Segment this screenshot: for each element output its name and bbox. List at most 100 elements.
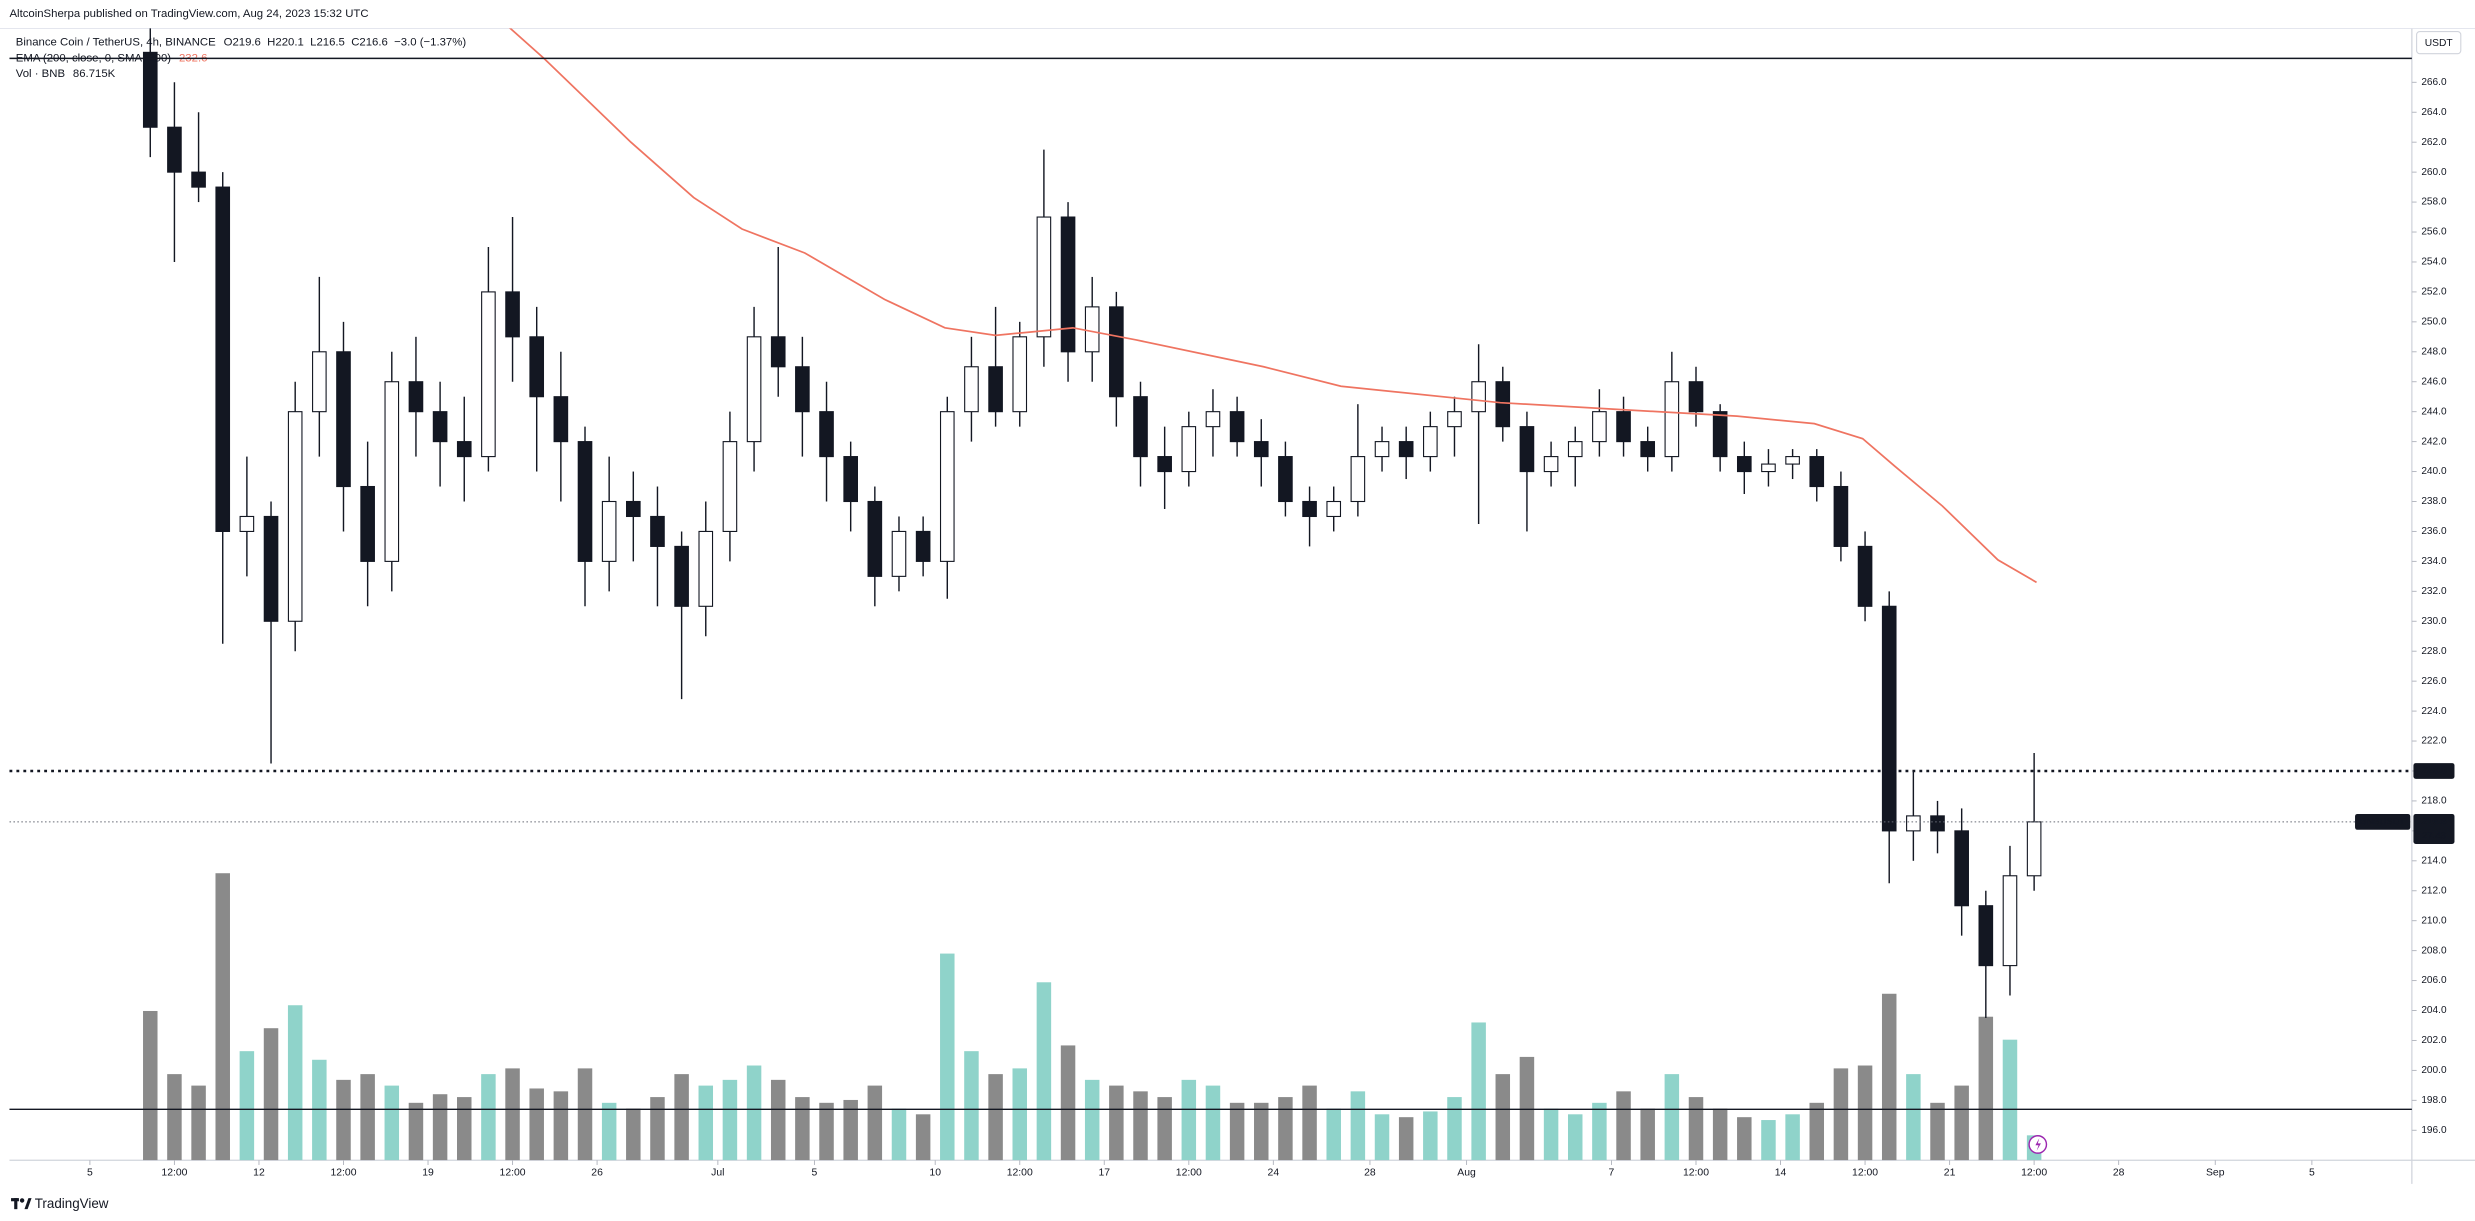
candle-body: [456, 441, 472, 458]
x-tick-label: 10: [929, 1168, 941, 1179]
candle-body: [1954, 830, 1969, 907]
volume-bar: [915, 1114, 931, 1161]
level-label-box: [2413, 763, 2455, 779]
volume-bar: [1640, 1108, 1655, 1161]
tv-logo: [11, 1198, 32, 1210]
candle-body: [360, 485, 375, 562]
volume-bar: [1664, 1074, 1680, 1161]
candle-body: [939, 411, 955, 562]
x-tick-label: 12:00: [330, 1168, 356, 1179]
candle-body: [1616, 411, 1631, 443]
volume-bar: [1954, 1085, 1969, 1161]
candle-body: [891, 530, 907, 577]
countdown-label: 27:43: [2422, 831, 2446, 842]
currency-label[interactable]: USDT: [2425, 38, 2454, 49]
volume-bar: [746, 1065, 762, 1161]
currency-box[interactable]: [2416, 31, 2462, 55]
candle-body: [1881, 605, 1897, 832]
volume-bar: [1761, 1120, 1776, 1161]
volume-bar: [1857, 1065, 1873, 1161]
volume-bar: [384, 1085, 400, 1161]
volume-bar: [1567, 1114, 1583, 1161]
y-tick-label: 228.0: [2421, 646, 2447, 657]
volume-bar: [1012, 1068, 1027, 1161]
x-tick-label: 24: [1268, 1168, 1280, 1179]
candle-body: [1543, 456, 1559, 473]
volume-bar: [1616, 1091, 1631, 1161]
candle-body: [1785, 456, 1800, 465]
x-tick-label: 17: [1098, 1168, 1110, 1179]
y-tick-label: 196.0: [2421, 1125, 2447, 1136]
candle-body: [1278, 456, 1293, 503]
candle-body: [1906, 815, 1921, 832]
candle-body: [2026, 821, 2042, 877]
y-tick-label: 230.0: [2421, 616, 2447, 627]
ohlc-value: O219.6: [224, 37, 261, 49]
candle-body: [1809, 456, 1825, 488]
volume-bar: [1060, 1045, 1076, 1161]
volume-bar: [143, 1010, 158, 1161]
candle-body: [142, 51, 158, 128]
volume-bar: [1592, 1102, 1607, 1161]
candle-body: [336, 351, 351, 488]
candle-body: [1109, 306, 1124, 398]
ohlc-value: C216.6: [351, 37, 388, 49]
x-tick-label: Aug: [1457, 1168, 1476, 1179]
volume-bar: [1809, 1102, 1825, 1161]
volume-bar: [770, 1079, 786, 1161]
volume-bar: [239, 1051, 255, 1161]
y-tick-label: 256.0: [2421, 227, 2447, 238]
volume-bar: [1133, 1091, 1148, 1161]
volume-bar: [1737, 1117, 1752, 1161]
volume-bar: [577, 1068, 593, 1161]
volume-bar: [1543, 1108, 1559, 1161]
candle-body: [287, 411, 303, 622]
candle-body: [312, 351, 327, 413]
volume-bar: [191, 1085, 206, 1161]
volume-bar: [1278, 1097, 1293, 1161]
candle-body: [1688, 381, 1704, 413]
candle-body: [263, 515, 279, 622]
candle-body: [529, 336, 545, 398]
candle-body: [698, 530, 714, 607]
volume-bar: [1350, 1091, 1366, 1161]
candle-body: [1302, 500, 1317, 518]
candle-body: [1447, 411, 1462, 428]
alert-bolt[interactable]: [2035, 1138, 2041, 1151]
candle-body: [1084, 306, 1100, 353]
candle-body: [1374, 441, 1390, 458]
candle-body: [1229, 411, 1245, 443]
candle-body: [795, 366, 810, 413]
volume-bar: [215, 873, 230, 1161]
y-tick-label: 210.0: [2421, 915, 2447, 926]
y-tick-label: 232.0: [2421, 586, 2447, 597]
candle-body: [964, 366, 979, 413]
x-tick-label: Jul: [711, 1168, 724, 1179]
candle-body: [843, 456, 858, 503]
candle-body: [674, 545, 689, 607]
candle-body: [408, 381, 424, 413]
volume-bar: [1833, 1068, 1849, 1161]
y-tick-label: 206.0: [2421, 975, 2447, 986]
volume-bar: [1471, 1022, 1486, 1161]
indicator-name: Vol · BNB: [16, 68, 65, 80]
alert-icon[interactable]: [2028, 1135, 2048, 1154]
y-tick-label: 248.0: [2421, 346, 2447, 357]
publisher-line: AltcoinSherpa published on TradingView.c…: [9, 8, 368, 20]
candle-body: [167, 126, 182, 173]
y-tick-label: 244.0: [2421, 406, 2447, 417]
candle-body: [1326, 500, 1342, 518]
x-tick-label: 12:00: [1683, 1168, 1709, 1179]
candle-body: [1423, 426, 1438, 458]
y-tick-label: 234.0: [2421, 556, 2447, 567]
volume-bar: [1423, 1111, 1438, 1161]
y-tick-label: 236.0: [2421, 526, 2447, 537]
candle-body: [1761, 463, 1776, 473]
candle-body: [1060, 216, 1076, 353]
y-tick-label: 198.0: [2421, 1095, 2447, 1106]
volume-bar: [674, 1074, 689, 1161]
volume-bar: [940, 953, 955, 1161]
symbol-title: Binance Coin / TetherUS, 4h, BINANCE: [16, 37, 216, 49]
volume-bar: [1881, 993, 1897, 1161]
